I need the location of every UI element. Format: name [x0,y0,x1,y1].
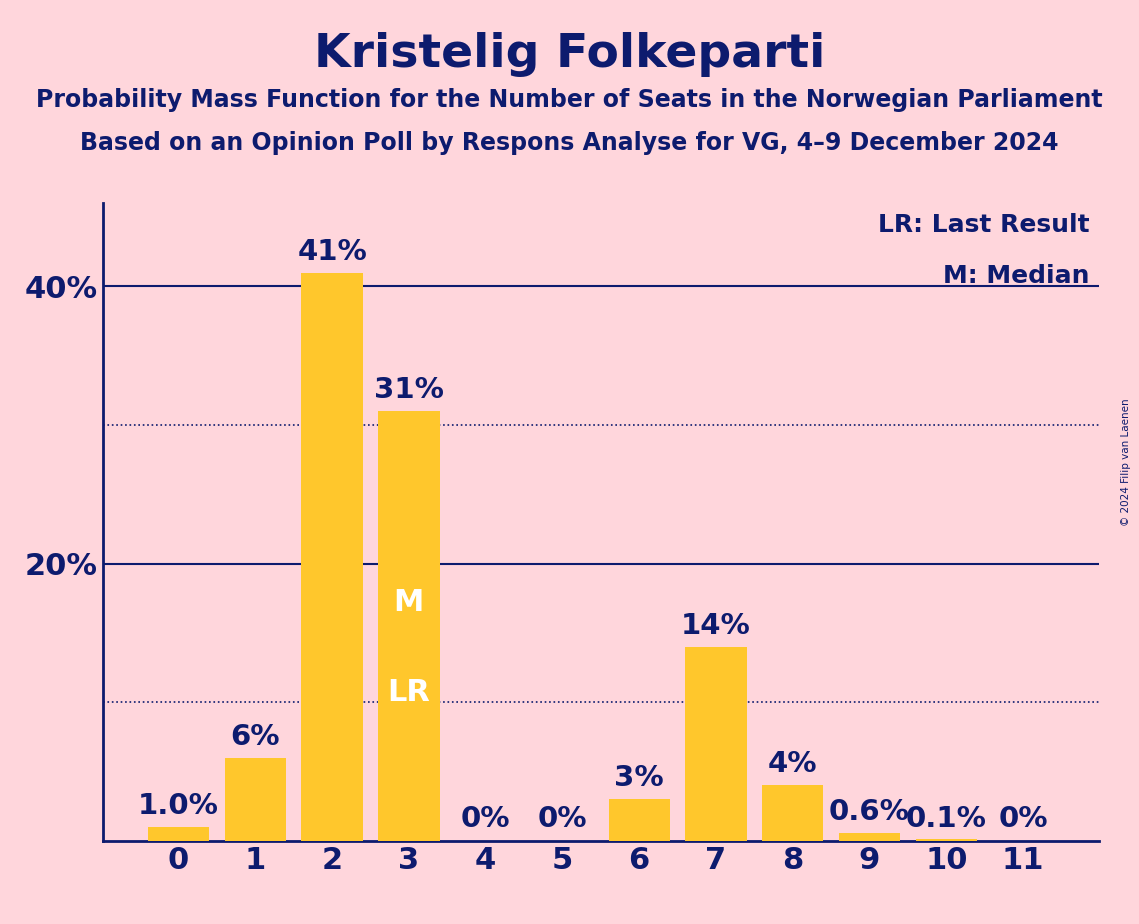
Bar [302,273,363,841]
Text: 0.6%: 0.6% [829,797,910,826]
Bar [916,840,977,841]
Text: 14%: 14% [681,612,751,639]
Text: 0.1%: 0.1% [906,805,986,833]
Text: 0%: 0% [999,805,1048,833]
Text: Kristelig Folkeparti: Kristelig Folkeparti [314,32,825,78]
Text: 0%: 0% [538,805,588,833]
Text: 41%: 41% [297,237,367,266]
Bar [762,785,823,841]
Bar [838,833,900,841]
Bar [148,827,210,841]
Text: LR: LR [387,677,431,707]
Text: © 2024 Filip van Laenen: © 2024 Filip van Laenen [1121,398,1131,526]
Text: LR: Last Result: LR: Last Result [877,213,1089,237]
Text: 6%: 6% [230,723,280,750]
Bar [608,799,670,841]
Bar [686,647,747,841]
Text: M: Median: M: Median [943,264,1089,288]
Text: 3%: 3% [614,764,664,793]
Text: 4%: 4% [768,750,818,778]
Bar [224,758,286,841]
Text: Based on an Opinion Poll by Respons Analyse for VG, 4–9 December 2024: Based on an Opinion Poll by Respons Anal… [80,131,1059,155]
Text: 31%: 31% [374,376,444,405]
Text: M: M [394,589,424,617]
Text: 1.0%: 1.0% [138,792,219,821]
Bar [378,411,440,841]
Text: 0%: 0% [461,805,510,833]
Text: Probability Mass Function for the Number of Seats in the Norwegian Parliament: Probability Mass Function for the Number… [36,88,1103,112]
